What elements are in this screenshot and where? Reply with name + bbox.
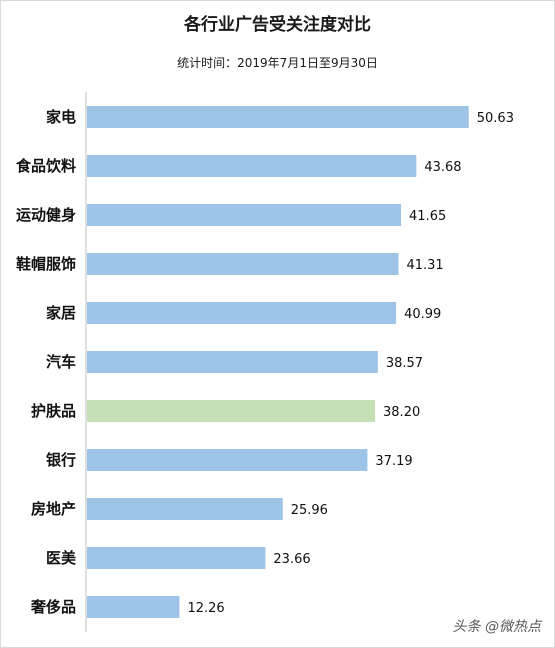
value-label: 38.57 xyxy=(386,356,423,371)
chart-title: 各行业广告受关注度对比 xyxy=(184,15,371,35)
bar-银行 xyxy=(87,449,368,471)
category-label: 奢侈品 xyxy=(30,598,76,616)
category-label: 银行 xyxy=(46,451,76,469)
watermark: 头条 @微热点 xyxy=(452,619,541,635)
bar-汽车 xyxy=(87,351,378,373)
value-label: 50.63 xyxy=(477,111,514,126)
value-label: 23.66 xyxy=(273,552,310,567)
value-label: 37.19 xyxy=(375,454,412,469)
category-label: 护肤品 xyxy=(31,402,76,420)
bar-医美 xyxy=(87,547,266,569)
bar-奢侈品 xyxy=(87,596,180,618)
value-label: 41.31 xyxy=(406,258,443,273)
value-label: 12.26 xyxy=(187,601,224,616)
category-label: 房地产 xyxy=(31,500,76,518)
category-label: 家电 xyxy=(46,108,76,126)
bar-运动健身 xyxy=(87,204,402,226)
bar-护肤品 xyxy=(87,400,376,422)
category-label: 食品饮料 xyxy=(16,157,76,175)
category-label: 鞋帽服饰 xyxy=(16,255,76,273)
value-label: 43.68 xyxy=(424,160,461,175)
bar-食品饮料 xyxy=(87,155,417,177)
bar-家居 xyxy=(87,302,397,324)
value-label: 40.99 xyxy=(404,307,441,322)
category-label: 汽车 xyxy=(46,353,76,371)
bar-鞋帽服饰 xyxy=(87,253,399,275)
category-label: 医美 xyxy=(46,549,77,567)
value-label: 38.20 xyxy=(383,405,420,420)
value-label: 25.96 xyxy=(291,503,328,518)
category-label: 家居 xyxy=(46,304,76,322)
category-label: 运动健身 xyxy=(16,206,76,224)
chart-subtitle: 统计时间：2019年7月1日至9月30日 xyxy=(177,56,378,70)
value-label: 41.65 xyxy=(409,209,446,224)
bar-房地产 xyxy=(87,498,283,520)
bar-家电 xyxy=(87,106,469,128)
